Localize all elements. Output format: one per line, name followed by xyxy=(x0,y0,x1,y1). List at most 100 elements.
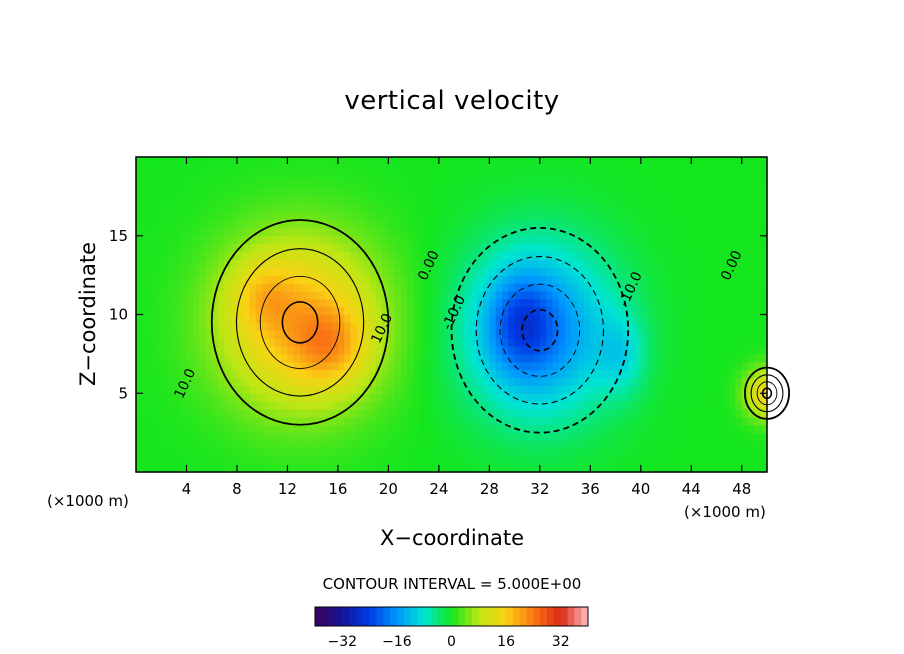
heatmap-cell xyxy=(590,164,598,174)
heatmap-cell xyxy=(167,306,175,316)
heatmap-cell xyxy=(602,283,610,292)
heatmap-cell xyxy=(501,385,509,394)
heatmap-cell xyxy=(527,330,535,339)
heatmap-cell xyxy=(464,401,472,410)
x-tick-label: 12 xyxy=(278,480,297,498)
heatmap-cell xyxy=(432,401,440,410)
heatmap-cell xyxy=(180,330,188,339)
heatmap-cell xyxy=(508,330,516,339)
heatmap-cell xyxy=(154,259,162,268)
heatmap-cell xyxy=(729,464,737,473)
heatmap-cell xyxy=(426,440,434,449)
heatmap-cell xyxy=(710,298,718,308)
heatmap-cell xyxy=(596,298,604,308)
heatmap-cell xyxy=(419,448,427,457)
heatmap-cell xyxy=(596,440,604,449)
heatmap-cell xyxy=(584,275,591,284)
colorbar-segment xyxy=(519,607,528,626)
heatmap-cell xyxy=(350,157,358,166)
heatmap-cell xyxy=(495,188,503,197)
heatmap-cell xyxy=(666,346,673,355)
heatmap-cell xyxy=(697,196,705,205)
heatmap-cell xyxy=(451,424,459,434)
heatmap-cell xyxy=(218,251,225,260)
heatmap-cell xyxy=(262,267,270,276)
heatmap-cell xyxy=(148,338,156,347)
heatmap-cell xyxy=(243,448,251,457)
heatmap-cell xyxy=(180,196,188,205)
heatmap-cell xyxy=(337,306,345,316)
heatmap-cell xyxy=(325,424,333,434)
heatmap-cell xyxy=(590,204,598,213)
heatmap-cell xyxy=(754,259,762,268)
heatmap-cell xyxy=(691,369,699,379)
heatmap-cell xyxy=(754,464,762,473)
heatmap-cell xyxy=(180,416,188,426)
heatmap-cell xyxy=(489,180,497,190)
heatmap-cell xyxy=(236,424,244,434)
heatmap-cell xyxy=(508,306,516,316)
heatmap-cell xyxy=(401,243,408,253)
heatmap-cell xyxy=(306,401,314,410)
heatmap-cell xyxy=(653,290,661,300)
heatmap-cell xyxy=(142,283,150,292)
heatmap-cell xyxy=(640,353,648,363)
heatmap-cell xyxy=(628,401,636,410)
heatmap-cell xyxy=(199,251,207,260)
heatmap-cell xyxy=(312,180,320,190)
heatmap-cell xyxy=(533,409,541,418)
heatmap-cell xyxy=(300,251,307,260)
heatmap-cell xyxy=(672,290,680,300)
heatmap-cell xyxy=(388,306,396,316)
heatmap-cell xyxy=(457,432,465,442)
heatmap-cell xyxy=(527,227,535,237)
heatmap-cell xyxy=(407,275,415,284)
heatmap-cell xyxy=(211,157,219,166)
heatmap-cell xyxy=(565,251,572,260)
heatmap-cell xyxy=(716,251,724,260)
heatmap-cell xyxy=(173,424,181,434)
heatmap-cell xyxy=(167,196,175,205)
heatmap-cell xyxy=(634,346,642,355)
heatmap-cell xyxy=(634,353,642,363)
heatmap-cell xyxy=(552,424,560,434)
heatmap-cell xyxy=(167,290,175,300)
heatmap-cell xyxy=(243,440,251,449)
heatmap-cell xyxy=(666,306,673,316)
heatmap-cell xyxy=(236,440,244,449)
heatmap-cell xyxy=(350,464,358,473)
heatmap-cell xyxy=(337,267,345,276)
heatmap-cell xyxy=(722,377,730,386)
heatmap-cell xyxy=(565,259,572,268)
heatmap-cell xyxy=(552,298,560,308)
heatmap-cell xyxy=(255,267,263,276)
heatmap-cell xyxy=(565,464,572,473)
heatmap-cell xyxy=(672,220,680,229)
heatmap-cell xyxy=(748,456,755,465)
heatmap-cell xyxy=(596,204,604,213)
heatmap-cell xyxy=(344,227,352,237)
heatmap-cell xyxy=(407,227,415,237)
heatmap-cell xyxy=(199,314,207,323)
heatmap-cell xyxy=(306,314,314,323)
contour-line xyxy=(259,275,341,369)
heatmap-cell xyxy=(375,393,383,402)
heatmap-cell xyxy=(300,275,307,284)
heatmap-cell xyxy=(703,227,711,237)
heatmap-cell xyxy=(419,338,427,347)
heatmap-cell xyxy=(634,330,642,339)
heatmap-cell xyxy=(318,330,326,339)
heatmap-cell xyxy=(590,377,598,386)
heatmap-cell xyxy=(432,432,440,442)
heatmap-cell xyxy=(388,346,396,355)
heatmap-cell xyxy=(609,220,617,229)
heatmap-cell xyxy=(684,385,692,394)
heatmap-cell xyxy=(546,314,554,323)
heatmap-cell xyxy=(552,157,560,166)
heatmap-cell xyxy=(634,283,642,292)
heatmap-cell xyxy=(344,424,352,434)
heatmap-cell xyxy=(281,204,289,213)
heatmap-cell xyxy=(306,298,314,308)
heatmap-cell xyxy=(255,157,263,166)
heatmap-cell xyxy=(186,393,194,402)
